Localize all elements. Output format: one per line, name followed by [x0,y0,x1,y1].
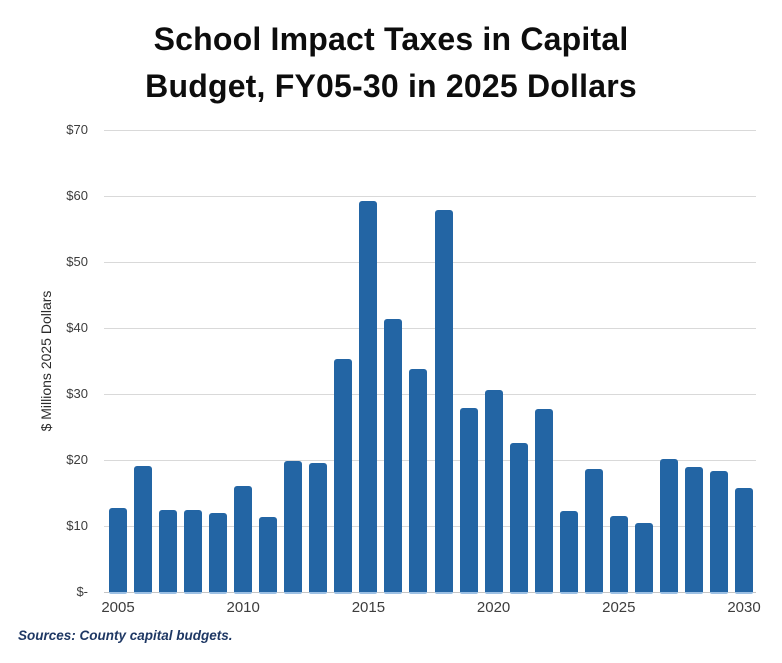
y-tick-label-30: $30 [66,386,88,401]
bar-2023 [559,510,578,594]
chart-title: School Impact Taxes in Capital Budget, F… [0,16,782,110]
gridline-40 [104,327,756,329]
bar-2029 [709,470,728,594]
bar-2012 [284,460,303,594]
bar-2016 [384,318,403,594]
bar-2021 [509,442,528,594]
bar-2022 [534,409,553,594]
bar-2015 [359,201,378,594]
bar-2018 [434,209,453,594]
bar-2025 [609,516,628,594]
bar-2027 [659,459,678,594]
gridline-70 [104,129,756,131]
x-tick-label-2030: 2030 [727,599,761,616]
bar-2020 [484,390,503,594]
gridline-10 [104,525,756,527]
bar-2009 [209,513,228,594]
bar-2008 [184,510,203,594]
bar-2028 [684,467,703,594]
bar-2030 [735,488,753,594]
y-tick-label-50: $50 [66,254,88,269]
y-tick-label-60: $60 [66,188,88,203]
source-note: Sources: County capital budgets. [18,628,233,643]
chart-title-line2: Budget, FY05-30 in 2025 Dollars [145,68,637,104]
bar-2019 [459,407,478,594]
bar-2024 [584,468,603,594]
bar-2007 [159,509,178,594]
gridline-20 [104,459,756,461]
plot-area [104,129,756,594]
y-tick-label-20: $20 [66,452,88,467]
chart-title-line1: School Impact Taxes in Capital [153,21,629,57]
bar-2005 [109,508,127,594]
gridline-60 [104,195,756,197]
bar-2010 [234,485,253,594]
bar-2006 [134,465,153,594]
x-tick-label-2010: 2010 [226,599,260,616]
y-tick-label-70: $70 [66,122,88,137]
x-tick-label-2020: 2020 [476,599,511,616]
bar-2013 [309,463,328,594]
y-tick-label-0: $- [76,584,88,599]
bar-2026 [634,523,653,594]
x-tick-label-2005: 2005 [101,599,135,616]
x-tick-label-2015: 2015 [351,599,386,616]
gridline-0 [104,591,756,593]
gridline-50 [104,261,756,263]
y-tick-label-10: $10 [66,518,88,533]
bar-2014 [334,359,353,594]
y-tick-label-40: $40 [66,320,88,335]
bar-2011 [259,516,278,594]
bar-2017 [409,368,428,594]
y-axis-title: $ Millions 2025 Dollars [38,290,54,432]
x-tick-label-2025: 2025 [602,599,636,616]
gridline-30 [104,393,756,395]
